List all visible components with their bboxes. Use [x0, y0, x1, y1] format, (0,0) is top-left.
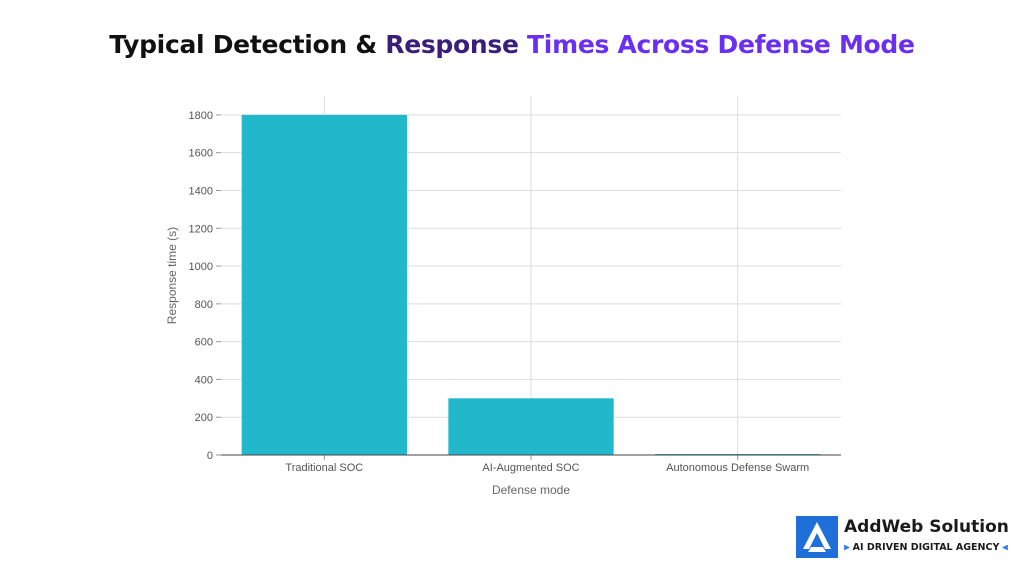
y-tick-label: 0 — [207, 450, 213, 462]
y-tick-label: 400 — [195, 374, 213, 386]
logo-tagline-row: ⫸ AI DRIVEN DIGITAL AGENCY ⫷ — [844, 542, 1008, 553]
y-tick-label: 600 — [195, 337, 213, 349]
addweb-logo-icon — [796, 516, 838, 558]
x-tick-label: Autonomous Defense Swarm — [666, 462, 809, 474]
title-part-2: Response — [385, 30, 528, 59]
x-tick-label: Traditional SOC — [285, 462, 363, 474]
x-tick-label: AI-Augmented SOC — [482, 462, 579, 474]
y-tick-label: 1600 — [189, 148, 213, 160]
brand-logo: AddWeb Solution ⫸ AI DRIVEN DIGITAL AGEN… — [796, 516, 1011, 562]
bar-ai-augmented-soc — [448, 398, 614, 455]
y-axis-title: Response time (s) — [165, 227, 179, 324]
x-axis-title: Defense mode — [492, 483, 570, 497]
y-tick-label: 1800 — [189, 110, 213, 122]
logo-tagline: AI DRIVEN DIGITAL AGENCY — [852, 542, 1000, 553]
logo-name: AddWeb Solution — [844, 517, 1009, 537]
y-tick-label: 200 — [195, 412, 213, 424]
wing-left-icon: ⫸ — [844, 542, 853, 553]
title-part-1: Typical Detection & — [109, 30, 386, 59]
bar-layer — [241, 114, 821, 455]
title-part-3: Times Across Defense Mode — [527, 30, 915, 59]
tick-layer: 0 200 400 600 800 1000 1200 1400 1600 1800 Traditi… — [189, 110, 810, 474]
chart-title: Typical Detection & Response Times Acros… — [0, 30, 1024, 59]
wing-right-icon: ⫷ — [999, 542, 1009, 553]
bar-traditional-soc — [241, 114, 407, 455]
y-tick-label: 1000 — [189, 261, 213, 273]
y-tick-label: 800 — [195, 299, 213, 311]
y-tick-label: 1400 — [189, 185, 213, 197]
y-tick-label: 1200 — [189, 223, 213, 235]
